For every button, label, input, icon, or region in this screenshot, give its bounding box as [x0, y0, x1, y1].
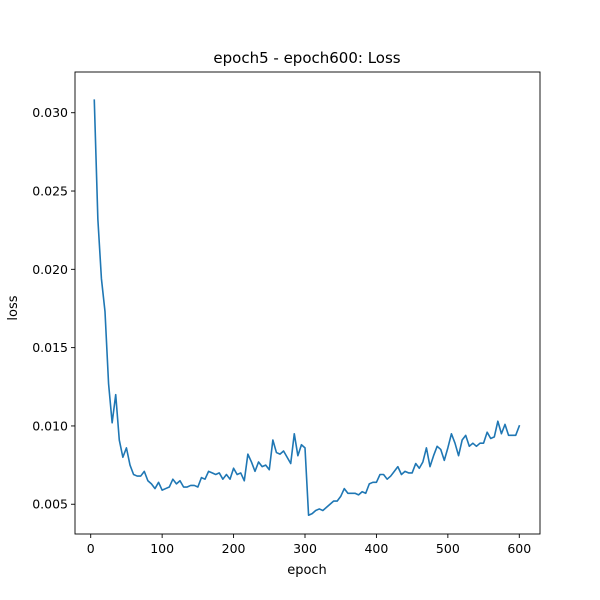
y-tick-label-1: 0.010: [32, 418, 68, 433]
y-tick-label-3: 0.020: [32, 262, 68, 277]
x-tick-label-0: 0: [87, 541, 95, 556]
x-axis-title: epoch: [287, 563, 327, 578]
x-tick-label-1: 100: [150, 541, 174, 556]
y-tick-label-5: 0.030: [32, 105, 68, 120]
y-axis-title: loss: [6, 295, 21, 320]
plot-area: 0 100 200 300 400 500 600 0.005 0.010 0.015 0.020 0…: [32, 71, 541, 556]
x-tick-label-4: 400: [364, 541, 388, 556]
x-tick-label-5: 500: [436, 541, 460, 556]
chart-title: epoch5 - epoch600: Loss: [213, 49, 400, 67]
x-tick-label-3: 300: [293, 541, 317, 556]
y-tick-label-0: 0.005: [32, 497, 68, 512]
axes-frame: [74, 71, 541, 535]
y-tick-label-2: 0.015: [32, 340, 68, 355]
loss-series-line-0: [93, 99, 521, 517]
y-tick-label-4: 0.025: [32, 184, 68, 199]
x-tick-label-2: 200: [222, 541, 246, 556]
x-tick-label-6: 600: [507, 541, 531, 556]
